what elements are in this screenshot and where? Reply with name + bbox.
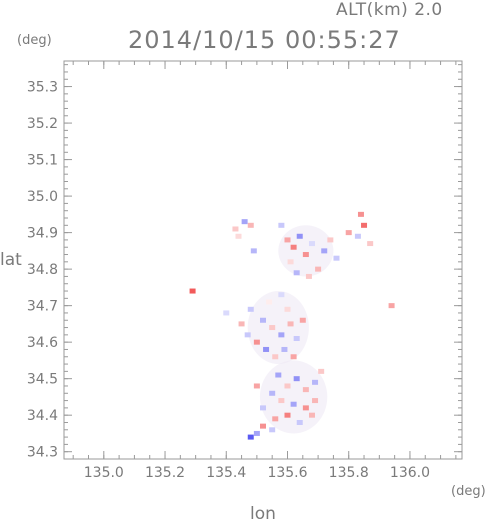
heatmap-cell bbox=[284, 412, 291, 418]
heatmap-cell bbox=[321, 248, 328, 254]
heatmap-cell bbox=[296, 419, 303, 425]
heatmap-cell bbox=[312, 379, 319, 385]
x-tick-label: 135.0 bbox=[84, 465, 124, 481]
heatmap-cell bbox=[272, 354, 279, 360]
y-tick-label: 34.6 bbox=[27, 335, 58, 351]
y-tick-label: 35.3 bbox=[27, 80, 58, 96]
heatmap-cell bbox=[260, 423, 266, 429]
heatmap-cell bbox=[253, 430, 260, 436]
heatmap-cell bbox=[281, 346, 288, 352]
heatmap-cell bbox=[318, 368, 325, 374]
heatmap-cell bbox=[223, 310, 230, 316]
y-tick-label: 35.1 bbox=[27, 153, 58, 169]
heatmap-cell bbox=[269, 427, 276, 433]
heatmap-cell bbox=[293, 270, 300, 276]
heatmap-cell bbox=[357, 211, 364, 217]
y-tick-label: 34.5 bbox=[27, 372, 58, 388]
heatmap-cell bbox=[247, 434, 254, 440]
heatmap-cell bbox=[269, 390, 276, 396]
heatmap-cell bbox=[290, 401, 297, 407]
y-unit-label: (deg) bbox=[17, 33, 52, 48]
heatmap-cell bbox=[308, 241, 315, 247]
heatmap-cell bbox=[278, 398, 285, 404]
heatmap-cell bbox=[287, 259, 294, 265]
heatmap-cell bbox=[189, 288, 196, 294]
heatmap-cell bbox=[305, 273, 312, 279]
heatmap-cell bbox=[302, 252, 309, 258]
heatmap-cell bbox=[293, 336, 300, 342]
heatmap-cell bbox=[241, 219, 248, 225]
heatmap-cell bbox=[247, 222, 254, 228]
y-tick-label: 34.8 bbox=[27, 262, 58, 278]
heatmap-cell bbox=[290, 354, 297, 360]
heatmap-cell bbox=[284, 237, 291, 243]
heatmap-cell bbox=[333, 255, 340, 261]
heatmap-cell bbox=[247, 306, 254, 312]
y-tick-label: 35.2 bbox=[27, 116, 58, 132]
heatmap-cell bbox=[238, 321, 245, 327]
heatmap-cell bbox=[266, 299, 273, 305]
heatmap-cell bbox=[388, 303, 395, 309]
y-tick-label: 34.4 bbox=[27, 408, 58, 424]
heatmap-cell bbox=[272, 416, 279, 422]
chart-timestamp: 2014/10/15 00:55:27 bbox=[128, 26, 401, 54]
heatmap-cell bbox=[260, 405, 266, 411]
heatmap-cell bbox=[290, 244, 297, 250]
coverage-region bbox=[247, 291, 309, 365]
heatmap-cell bbox=[287, 321, 294, 327]
coverage-region bbox=[259, 360, 328, 434]
heatmap-cell bbox=[302, 405, 309, 411]
heatmap-cell bbox=[354, 233, 361, 239]
heatmap-cell bbox=[278, 332, 285, 338]
heatmap-cell bbox=[263, 346, 270, 352]
heatmap-cell bbox=[269, 325, 276, 331]
heatmap-cell bbox=[367, 241, 374, 247]
heatmap-cell bbox=[345, 230, 352, 236]
y-tick-label: 35.0 bbox=[27, 189, 58, 205]
x-tick-label: 136.0 bbox=[390, 465, 430, 481]
heatmap-cell bbox=[327, 237, 334, 243]
heatmap-cell bbox=[232, 226, 239, 232]
heatmap-cell bbox=[312, 398, 319, 404]
plot-frame bbox=[63, 60, 463, 460]
x-tick-label: 135.6 bbox=[267, 465, 307, 481]
heatmap-cell bbox=[302, 387, 309, 393]
heatmap-cell bbox=[361, 222, 368, 228]
y-tick-label: 34.9 bbox=[27, 226, 58, 242]
x-unit-label: (deg) bbox=[451, 484, 486, 499]
y-tick-label: 34.7 bbox=[27, 299, 58, 315]
heatmap-cell bbox=[253, 339, 260, 345]
altitude-label: ALT(km) 2.0 bbox=[336, 0, 443, 20]
heatmap-cell bbox=[315, 266, 322, 272]
y-axis-label: lat bbox=[0, 250, 22, 270]
heatmap-cell bbox=[284, 306, 291, 312]
heatmap-cell bbox=[299, 317, 306, 323]
heatmap-cell bbox=[284, 383, 291, 389]
heatmap-cell bbox=[293, 376, 300, 382]
heatmap-cell bbox=[235, 233, 242, 239]
x-tick-label: 135.2 bbox=[145, 465, 185, 481]
y-tick-label: 34.3 bbox=[27, 445, 58, 461]
heatmap-cell bbox=[275, 372, 282, 378]
x-axis-label: lon bbox=[250, 504, 276, 524]
x-tick-label: 135.8 bbox=[329, 465, 369, 481]
heatmap-cell bbox=[278, 292, 285, 298]
heatmap-cell bbox=[260, 317, 266, 323]
x-tick-label: 135.4 bbox=[206, 465, 246, 481]
heatmap-cell bbox=[296, 233, 303, 239]
heatmap-cell bbox=[278, 222, 285, 228]
heatmap-cell bbox=[244, 332, 251, 338]
heatmap-cell bbox=[308, 412, 315, 418]
heatmap-cell bbox=[250, 248, 257, 254]
heatmap-cell bbox=[253, 383, 260, 389]
